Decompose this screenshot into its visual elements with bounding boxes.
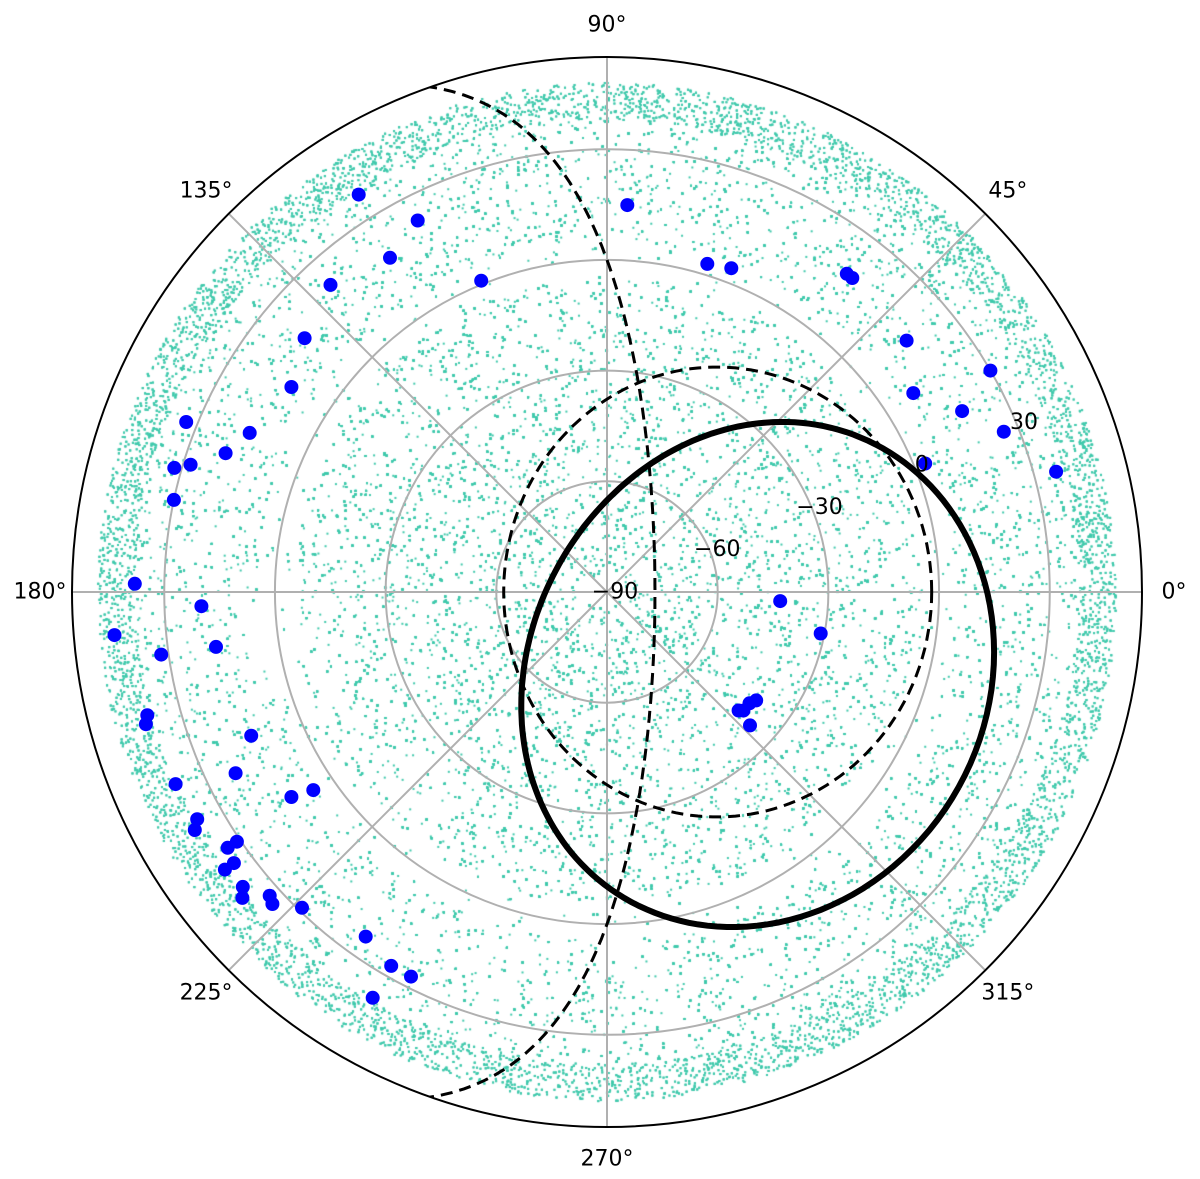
- data-point: [410, 213, 425, 228]
- angular-gridline: [227, 591, 608, 972]
- angular-tick-label: 0°: [1162, 580, 1187, 605]
- angular-tick-label: 225°: [180, 980, 233, 1005]
- data-point: [365, 990, 380, 1005]
- data-point: [358, 929, 373, 944]
- data-point: [167, 460, 182, 475]
- tick-labels: 0° 45° 90° 135° 180° 225° 270° 315° −90 −60 −30 0 30: [14, 13, 1187, 1172]
- dashed-boundary-curve: [502, 365, 934, 819]
- angular-tick-label: 315°: [981, 980, 1034, 1005]
- data-point: [107, 628, 122, 643]
- data-point: [899, 333, 914, 348]
- data-point: [845, 271, 860, 285]
- angular-gridline: [606, 591, 987, 972]
- data-point: [383, 250, 397, 265]
- data-point: [235, 879, 250, 894]
- radial-tick-label: 0: [915, 452, 929, 477]
- data-point: [955, 404, 970, 419]
- data-point: [284, 790, 299, 804]
- boundary-curves: [72, 82, 998, 1102]
- data-point: [295, 900, 309, 915]
- data-point: [138, 717, 153, 732]
- radial-tick-label: −60: [694, 537, 740, 562]
- data-point: [209, 639, 223, 654]
- data-point: [323, 277, 338, 292]
- data-point: [743, 718, 757, 733]
- data-point: [187, 823, 202, 837]
- data-point: [384, 958, 399, 973]
- data-point: [235, 890, 250, 905]
- angular-tick-label: 180°: [14, 580, 67, 605]
- data-point: [166, 492, 181, 507]
- source-points: [107, 187, 1064, 1005]
- data-point: [297, 331, 312, 346]
- data-point: [620, 198, 635, 213]
- data-point: [731, 703, 746, 718]
- radial-tick-label: −30: [796, 495, 842, 520]
- radial-tick-label: −90: [592, 580, 638, 605]
- data-point: [228, 766, 243, 781]
- data-point: [265, 897, 280, 911]
- data-point: [154, 647, 169, 662]
- data-point: [168, 777, 183, 792]
- polar-grid: [71, 56, 1143, 1128]
- data-point: [404, 969, 418, 984]
- data-point: [190, 812, 205, 827]
- angular-tick-label: 135°: [180, 179, 233, 204]
- data-point: [906, 386, 921, 401]
- data-point: [700, 256, 715, 271]
- data-point: [724, 261, 739, 276]
- angular-tick-label: 45°: [988, 179, 1027, 204]
- solid-boundary-curve: [518, 419, 998, 930]
- data-point: [983, 363, 998, 378]
- data-point: [351, 187, 366, 202]
- data-point: [229, 834, 244, 849]
- data-point: [918, 456, 933, 471]
- data-point: [474, 273, 489, 288]
- data-point: [218, 446, 233, 461]
- angular-tick-label: 90°: [588, 13, 627, 38]
- angular-gridline: [227, 212, 608, 593]
- polar-frame: [71, 56, 1143, 1128]
- data-point: [773, 594, 788, 609]
- angular-gridline: [606, 212, 987, 593]
- data-point: [127, 576, 142, 591]
- data-point: [813, 626, 828, 641]
- data-point: [226, 856, 241, 871]
- data-point: [244, 728, 259, 743]
- data-point: [306, 783, 321, 798]
- data-point: [284, 380, 299, 394]
- data-point: [1049, 464, 1064, 479]
- data-point: [996, 424, 1011, 439]
- data-point: [194, 599, 209, 614]
- data-point: [242, 425, 257, 440]
- data-point: [183, 457, 198, 472]
- data-point: [179, 415, 194, 429]
- data-point: [749, 693, 764, 708]
- radial-tick-label: 30: [1010, 410, 1038, 435]
- angular-tick-label: 270°: [581, 1147, 634, 1172]
